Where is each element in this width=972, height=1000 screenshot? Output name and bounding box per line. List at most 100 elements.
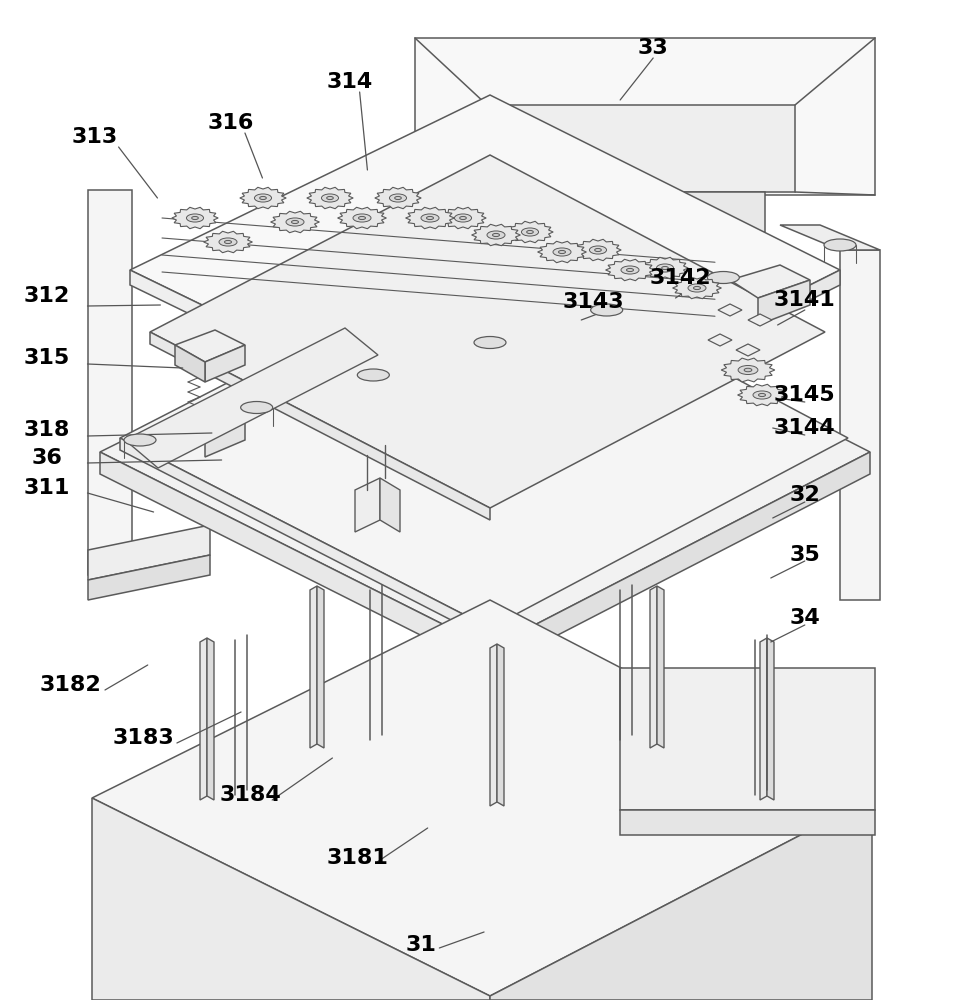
Polygon shape <box>317 586 324 748</box>
Polygon shape <box>736 344 760 356</box>
Polygon shape <box>175 345 205 382</box>
Ellipse shape <box>559 250 566 254</box>
Text: 3145: 3145 <box>774 385 836 405</box>
Ellipse shape <box>693 286 701 290</box>
Ellipse shape <box>358 369 390 381</box>
Ellipse shape <box>708 271 740 284</box>
Polygon shape <box>200 638 207 800</box>
Text: 315: 315 <box>23 348 70 368</box>
Ellipse shape <box>327 196 333 200</box>
Ellipse shape <box>824 239 856 251</box>
Polygon shape <box>100 452 490 670</box>
Ellipse shape <box>662 266 669 270</box>
Ellipse shape <box>487 231 505 239</box>
Ellipse shape <box>595 248 602 252</box>
Ellipse shape <box>688 284 706 292</box>
Polygon shape <box>270 211 320 233</box>
Polygon shape <box>337 207 387 229</box>
Polygon shape <box>471 224 520 246</box>
Text: 3142: 3142 <box>649 268 712 288</box>
Ellipse shape <box>286 218 304 226</box>
Ellipse shape <box>553 248 571 256</box>
Polygon shape <box>120 248 848 628</box>
Ellipse shape <box>474 336 506 349</box>
Ellipse shape <box>656 264 674 272</box>
Polygon shape <box>708 334 732 346</box>
Polygon shape <box>738 384 786 406</box>
Polygon shape <box>120 438 490 640</box>
Polygon shape <box>574 239 621 261</box>
Text: 33: 33 <box>638 38 669 58</box>
Ellipse shape <box>255 194 271 202</box>
Polygon shape <box>506 221 553 243</box>
Ellipse shape <box>124 434 156 446</box>
Polygon shape <box>92 600 872 996</box>
Polygon shape <box>415 38 875 195</box>
Polygon shape <box>780 225 880 250</box>
Text: 3182: 3182 <box>39 675 101 695</box>
Ellipse shape <box>627 268 634 272</box>
Polygon shape <box>125 328 378 468</box>
Text: 36: 36 <box>31 448 62 468</box>
Polygon shape <box>721 358 775 382</box>
Polygon shape <box>657 586 664 748</box>
Text: 3144: 3144 <box>774 418 836 438</box>
Ellipse shape <box>589 246 607 254</box>
Text: 3183: 3183 <box>113 728 175 748</box>
Polygon shape <box>487 105 795 192</box>
Ellipse shape <box>455 214 471 222</box>
Text: 3184: 3184 <box>220 785 282 805</box>
Polygon shape <box>150 155 825 508</box>
Text: 32: 32 <box>789 485 820 505</box>
Polygon shape <box>439 207 486 229</box>
Polygon shape <box>205 345 245 382</box>
Ellipse shape <box>353 214 371 222</box>
Ellipse shape <box>359 216 365 220</box>
Text: 3181: 3181 <box>327 848 389 868</box>
Polygon shape <box>130 270 490 460</box>
Polygon shape <box>497 644 504 806</box>
Text: 3143: 3143 <box>562 292 624 312</box>
Ellipse shape <box>753 391 771 399</box>
Polygon shape <box>490 644 497 806</box>
Polygon shape <box>673 277 721 299</box>
Polygon shape <box>100 258 870 648</box>
Polygon shape <box>767 638 774 800</box>
Ellipse shape <box>187 214 203 222</box>
Ellipse shape <box>591 304 623 316</box>
Polygon shape <box>405 207 454 229</box>
Polygon shape <box>203 231 253 253</box>
Polygon shape <box>150 332 490 520</box>
Polygon shape <box>517 192 765 232</box>
Text: 31: 31 <box>405 935 436 955</box>
Text: 313: 313 <box>71 127 118 147</box>
Ellipse shape <box>241 401 273 414</box>
Polygon shape <box>718 304 742 316</box>
Polygon shape <box>307 187 353 209</box>
Polygon shape <box>92 798 490 1000</box>
Text: 316: 316 <box>207 113 254 133</box>
Ellipse shape <box>292 220 298 224</box>
Polygon shape <box>88 555 210 600</box>
Polygon shape <box>88 190 132 575</box>
Polygon shape <box>490 798 872 1000</box>
Ellipse shape <box>225 240 231 244</box>
Polygon shape <box>758 280 810 325</box>
Ellipse shape <box>390 194 406 202</box>
Polygon shape <box>355 478 380 532</box>
Polygon shape <box>175 330 245 362</box>
Polygon shape <box>175 405 245 437</box>
Polygon shape <box>88 525 210 580</box>
Ellipse shape <box>395 196 401 200</box>
Ellipse shape <box>621 266 639 274</box>
Polygon shape <box>748 314 772 326</box>
Polygon shape <box>538 241 586 263</box>
Polygon shape <box>205 420 245 457</box>
Polygon shape <box>130 95 840 445</box>
Ellipse shape <box>758 393 766 397</box>
Ellipse shape <box>460 216 467 220</box>
Polygon shape <box>380 478 400 532</box>
Polygon shape <box>310 586 317 748</box>
Ellipse shape <box>521 228 538 236</box>
Ellipse shape <box>738 365 758 374</box>
